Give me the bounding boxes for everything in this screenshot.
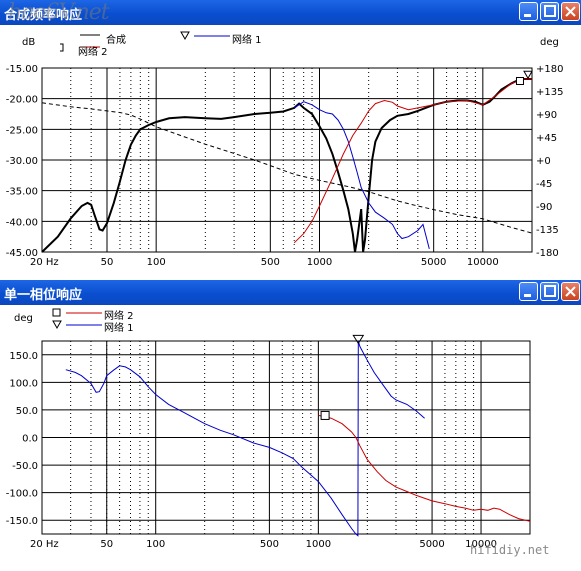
plot-frame <box>41 67 533 253</box>
window1-title: 合成频率响应 <box>4 8 83 23</box>
series-line-网络1 <box>293 101 430 250</box>
net1-triangle-marker-icon <box>523 70 533 80</box>
y2-tick-label: +180 <box>536 64 563 75</box>
legend-markers-net1 <box>180 31 230 41</box>
y-tick-label: -40.00 <box>6 217 38 228</box>
legend-triangle-marker-icon <box>180 31 190 41</box>
x-tick-label: 20 Hz <box>30 257 59 268</box>
y2-tick-label: -135 <box>536 225 559 236</box>
net2-square-marker-icon <box>515 76 524 85</box>
y2-tick-label: -90 <box>536 202 552 213</box>
window2-close-button[interactable] <box>561 282 580 301</box>
y2-tick-label: -180 <box>536 248 559 259</box>
x-tick-label: 50 <box>101 257 114 268</box>
x-tick-label: 100 <box>146 539 165 550</box>
y-tick-label: -150.0 <box>6 516 38 527</box>
window1-minimize-button[interactable] <box>519 2 538 21</box>
y-tick-label: -35.00 <box>6 187 38 198</box>
y-axis-unit-right: deg <box>540 37 559 48</box>
legend-label-net1: 网络 1 <box>232 35 262 46</box>
site-watermark: hifidiy.net <box>470 543 550 557</box>
phase-response-chart: 150.0 100.0 50.0 0.0 -50.0 -100.0 -150.0 20 Hz 5… <box>6 334 531 550</box>
legend-markers <box>60 34 100 52</box>
y-tick-label: 100.0 <box>9 378 38 389</box>
y-tick-label: -50.0 <box>12 461 38 472</box>
x-tick-label: 10000 <box>467 257 499 268</box>
x-tick-label: 1000 <box>307 257 332 268</box>
y-tick-label: -15.00 <box>6 64 38 75</box>
series-line-合成 <box>41 78 532 253</box>
y2-tick-label: +45 <box>536 133 557 144</box>
y2-tick-label: +0 <box>536 156 551 167</box>
window2-title: 单一相位响应 <box>4 288 83 303</box>
net2-square-marker-icon <box>320 410 330 420</box>
x-tick-label: 500 <box>260 539 279 550</box>
plot-frame <box>41 340 531 535</box>
series-line-相位 <box>41 102 533 234</box>
window2-maximize-button[interactable] <box>540 282 559 301</box>
y-tick-label: -25.00 <box>6 125 38 136</box>
y-axis-unit-left: dB <box>22 37 36 48</box>
legend2-markers <box>52 308 102 330</box>
net1-triangle-marker-icon <box>352 334 365 345</box>
legend2-triangle-marker-icon <box>52 320 62 330</box>
legend2-label-net2: 网络 2 <box>104 311 134 322</box>
y2-tick-label: +90 <box>536 110 557 121</box>
x-tick-label: 5000 <box>421 257 446 268</box>
window1-body: dB deg 合成 网络 2 网络 1 -15.00 -20.00 -25.00 -3… <box>0 25 581 280</box>
y2-tick-label: +135 <box>536 87 563 98</box>
x-tick-label: 1000 <box>306 539 331 550</box>
y-tick-label: -30.00 <box>6 156 38 167</box>
site-logo-watermark: hao6V.net <box>8 0 110 25</box>
window1-close-button[interactable] <box>561 2 580 21</box>
x-tick-label: 10000 <box>465 539 497 550</box>
y-axis-unit: deg <box>14 313 33 324</box>
legend-label-net2: 网络 2 <box>78 47 108 58</box>
frequency-response-chart: -15.00 -20.00 -25.00 -30.00 -35.00 -40.00 -45.… <box>6 64 564 268</box>
series-line-网络2 <box>318 414 531 522</box>
y2-tick-label: -45 <box>536 179 552 190</box>
y-tick-label: 50.0 <box>16 406 38 417</box>
window2-body: deg 网络 2 网络 1 150.0 100.0 50.0 0.0 -50.0 -100… <box>0 305 581 571</box>
legend2-label-net1: 网络 1 <box>104 323 134 334</box>
series-line-网络1 <box>65 340 425 537</box>
x-tick-label: 20 Hz <box>30 539 59 550</box>
y-tick-label: -100.0 <box>6 489 38 500</box>
x-tick-label: 50 <box>100 539 113 550</box>
series-line-网络2 <box>293 78 532 244</box>
window1-titlebar: 合成频率响应 hao6V.net <box>0 0 581 25</box>
y-tick-label: 0.0 <box>22 434 38 445</box>
y-tick-label: -20.00 <box>6 95 38 106</box>
x-tick-label: 5000 <box>419 539 444 550</box>
window2-titlebar: 单一相位响应 <box>0 280 581 305</box>
y-tick-label: 150.0 <box>9 351 38 362</box>
x-tick-label: 100 <box>147 257 166 268</box>
legend-square-marker-icon <box>60 43 64 52</box>
legend2-square-marker-icon <box>52 308 61 317</box>
y-tick-label: -45.00 <box>6 248 38 259</box>
legend-label-sum: 合成 <box>106 35 126 46</box>
window2-minimize-button[interactable] <box>519 282 538 301</box>
window1-maximize-button[interactable] <box>540 2 559 21</box>
x-tick-label: 500 <box>261 257 280 268</box>
